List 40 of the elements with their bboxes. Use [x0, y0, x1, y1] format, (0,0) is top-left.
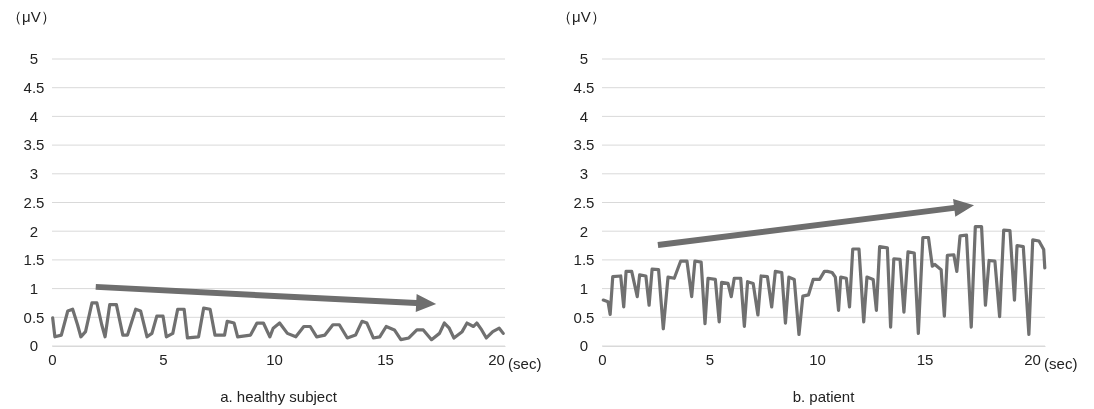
x-tick-label: 10 [266, 350, 283, 368]
x-axis-title: b. patient [792, 388, 856, 405]
y-tick-label: 4.5 [573, 79, 595, 96]
y-tick-label: 4 [579, 107, 589, 125]
x-tick-label: 15 [916, 350, 934, 368]
y-tick-label: 3.5 [23, 136, 45, 154]
y-tick-label: 0.5 [23, 308, 45, 326]
x-axis-title: a. healthy subject [220, 388, 338, 405]
y-tick-label: 1.5 [573, 251, 595, 269]
y-tick-label: 3.5 [573, 136, 595, 154]
x-tick-label: 5 [159, 350, 168, 368]
y-tick-label: 4.5 [23, 79, 45, 96]
line-series [51, 301, 505, 342]
text: (sec) [508, 355, 542, 372]
x-tick-label: 15 [377, 350, 394, 368]
y-tick-label: 2 [579, 222, 589, 240]
x-tick-label: 0 [48, 350, 57, 368]
y-tick-label: 2 [29, 222, 39, 240]
y-tick-label: 0 [29, 337, 39, 355]
y-tick-label: 1 [29, 279, 39, 297]
x-tick-label: 20 [488, 350, 505, 368]
y-tick-label: 5 [29, 50, 39, 68]
y-tick-label: 5 [579, 50, 589, 68]
y-tick-label: 0 [579, 337, 589, 355]
x-tick-label: 0 [598, 350, 607, 368]
y-tick-label: 3 [29, 165, 39, 183]
y-tick-label: 2.5 [23, 193, 45, 211]
y-tick-label: 1.5 [23, 251, 45, 269]
y-tick-label: 3 [579, 165, 589, 183]
line-series [601, 225, 1047, 337]
x-tick-label: 5 [705, 350, 715, 368]
y-axis-title: （μV） [7, 8, 56, 25]
y-tick-label: 4 [29, 107, 39, 125]
y-axis-title: （μV） [557, 8, 606, 25]
y-tick-label: 1 [579, 279, 589, 297]
y-tick-label: 0.5 [573, 308, 595, 326]
x-tick-label: 10 [809, 350, 826, 368]
y-tick-label: 2.5 [573, 193, 595, 211]
x-tick-label: 20 [1024, 350, 1041, 368]
text: (sec) [1044, 355, 1078, 372]
